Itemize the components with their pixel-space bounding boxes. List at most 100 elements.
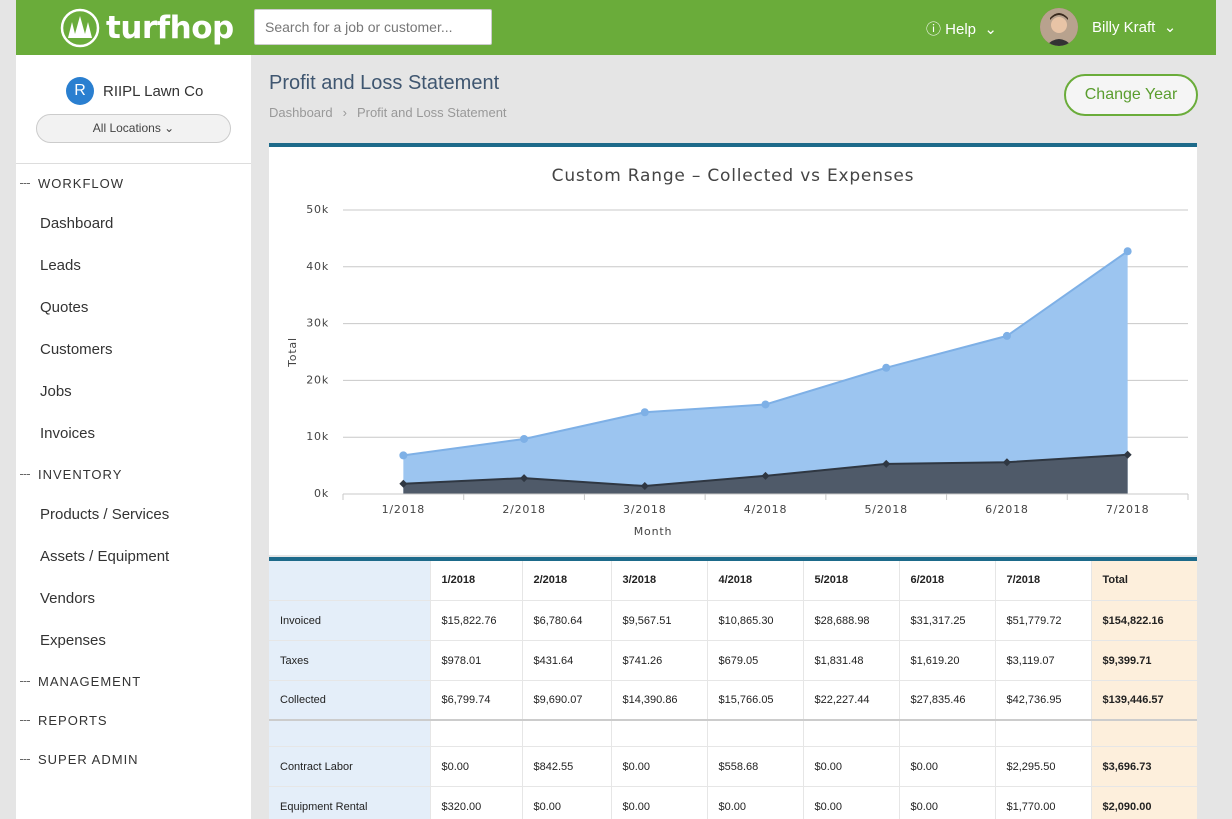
cell: $6,799.74: [430, 680, 522, 720]
point: [399, 451, 407, 459]
separator-row: [269, 720, 1197, 746]
x-tick-label: 1/2018: [382, 503, 426, 516]
x-tick-label: 7/2018: [1106, 503, 1150, 516]
cell: $9,567.51: [611, 600, 707, 640]
cell: $6,780.64: [522, 600, 611, 640]
cell: $679.05: [707, 640, 803, 680]
empty-cell: [611, 720, 707, 746]
y-tick-label: 50k: [306, 203, 329, 216]
y-axis-label: Total: [286, 337, 299, 368]
cell: $0.00: [611, 786, 707, 819]
cell: $15,822.76: [430, 600, 522, 640]
row-label: Taxes: [269, 640, 430, 680]
help-label: Help: [945, 21, 976, 38]
header-cell: 1/2018: [430, 561, 522, 600]
table-row: Contract Labor$0.00$842.55$0.00$558.68$0…: [269, 746, 1197, 786]
point: [882, 364, 890, 372]
empty-cell: [269, 720, 430, 746]
nav-item[interactable]: Invoices: [16, 413, 251, 455]
header-row: 1/20182/20183/20184/20185/20186/20187/20…: [269, 561, 1197, 600]
cell: $15,766.05: [707, 680, 803, 720]
x-tick-label: 4/2018: [744, 503, 788, 516]
pl-table: 1/20182/20183/20184/20185/20186/20187/20…: [269, 561, 1197, 819]
empty-cell: [995, 720, 1091, 746]
cell: $1,831.48: [803, 640, 899, 680]
cell: $2,295.50: [995, 746, 1091, 786]
nav-item[interactable]: Assets / Equipment: [16, 536, 251, 578]
header-cell: 5/2018: [803, 561, 899, 600]
nav-item[interactable]: Expenses: [16, 620, 251, 662]
user-name: Billy Kraft: [1092, 19, 1155, 36]
nav-item[interactable]: Products / Services: [16, 494, 251, 536]
page-title: Profit and Loss Statement: [269, 72, 499, 95]
nav-section[interactable]: MANAGEMENT: [16, 662, 251, 701]
cell: $320.00: [430, 786, 522, 819]
corner-cell: [269, 561, 430, 600]
nav-item[interactable]: Customers: [16, 329, 251, 371]
cell: $978.01: [430, 640, 522, 680]
table-row: Invoiced$15,822.76$6,780.64$9,567.51$10,…: [269, 600, 1197, 640]
y-tick-label: 10k: [306, 430, 329, 443]
nav-item[interactable]: Quotes: [16, 287, 251, 329]
x-tick-label: 2/2018: [502, 503, 545, 516]
empty-cell: [707, 720, 803, 746]
point: [762, 400, 770, 408]
x-axis-label: Month: [634, 525, 672, 538]
user-avatar[interactable]: [1040, 8, 1078, 46]
cell: $3,696.73: [1091, 746, 1197, 786]
cell: $0.00: [430, 746, 522, 786]
user-menu[interactable]: Billy Kraft ⌄: [1092, 18, 1176, 36]
breadcrumb-link[interactable]: Dashboard: [269, 105, 333, 120]
y-tick-label: 40k: [306, 260, 329, 273]
nav-section[interactable]: WORKFLOW: [16, 164, 251, 203]
cell: $42,736.95: [995, 680, 1091, 720]
cell: $2,090.00: [1091, 786, 1197, 819]
x-tick-label: 5/2018: [864, 503, 908, 516]
nav-item[interactable]: Dashboard: [16, 203, 251, 245]
search-input[interactable]: Search for a job or customer...: [254, 9, 492, 45]
cell: $51,779.72: [995, 600, 1091, 640]
avatar-face: [1040, 8, 1078, 46]
logo-icon: [60, 8, 100, 48]
x-tick-label: 6/2018: [985, 503, 1029, 516]
cell: $139,446.57: [1091, 680, 1197, 720]
empty-cell: [899, 720, 995, 746]
cell: $842.55: [522, 746, 611, 786]
row-label: Collected: [269, 680, 430, 720]
cell: $431.64: [522, 640, 611, 680]
area: [403, 251, 1127, 494]
change-year-button[interactable]: Change Year: [1064, 74, 1198, 116]
cell: $31,317.25: [899, 600, 995, 640]
top-bar: turfhop Search for a job or customer... …: [16, 0, 1216, 55]
empty-cell: [1091, 720, 1197, 746]
help-menu[interactable]: ⓘ Help ⌄: [926, 18, 997, 39]
cell: $0.00: [803, 746, 899, 786]
cell: $0.00: [522, 786, 611, 819]
nav-section[interactable]: INVENTORY: [16, 455, 251, 494]
nav: WORKFLOWDashboardLeadsQuotesCustomersJob…: [16, 163, 251, 779]
company-badge: R: [66, 77, 94, 105]
cell: $22,227.44: [803, 680, 899, 720]
logo-text: turfhop: [106, 10, 234, 46]
logo[interactable]: turfhop: [60, 8, 234, 48]
table-row: Equipment Rental$320.00$0.00$0.00$0.00$0…: [269, 786, 1197, 819]
nav-section[interactable]: SUPER ADMIN: [16, 740, 251, 779]
point: [520, 435, 528, 443]
chart: Custom Range – Collected vs Expenses Mon…: [269, 147, 1197, 555]
nav-item[interactable]: Jobs: [16, 371, 251, 413]
cell: $9,399.71: [1091, 640, 1197, 680]
nav-item[interactable]: Leads: [16, 245, 251, 287]
breadcrumb-sep: ›: [343, 105, 347, 120]
location-select[interactable]: All Locations ⌄: [36, 114, 231, 143]
header-cell: 2/2018: [522, 561, 611, 600]
breadcrumb-current: Profit and Loss Statement: [357, 105, 507, 120]
cell: $10,865.30: [707, 600, 803, 640]
nav-section[interactable]: REPORTS: [16, 701, 251, 740]
y-tick-label: 20k: [306, 373, 329, 386]
company: RRIIPL Lawn Co: [66, 77, 203, 105]
cell: $27,835.46: [899, 680, 995, 720]
breadcrumb: Dashboard › Profit and Loss Statement: [269, 105, 507, 120]
row-label: Equipment Rental: [269, 786, 430, 819]
nav-item[interactable]: Vendors: [16, 578, 251, 620]
point: [641, 408, 649, 416]
